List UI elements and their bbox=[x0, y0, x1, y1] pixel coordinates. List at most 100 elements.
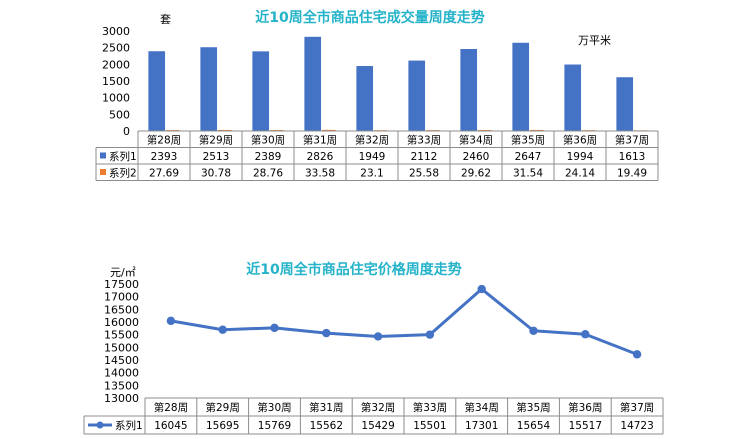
x-category-label: 第37周 bbox=[615, 134, 649, 147]
table-value-cell: 33.58 bbox=[305, 168, 335, 180]
x-category-label: 第35周 bbox=[511, 134, 545, 147]
left-unit-label: 元/㎡ bbox=[110, 266, 136, 279]
right-unit-label: 万平米 bbox=[578, 34, 611, 47]
series1-point bbox=[373, 332, 383, 341]
y-tick-label: 2500 bbox=[102, 42, 130, 55]
chart-title: 近10周全市商品住宅成交量周度走势 bbox=[255, 9, 484, 26]
table-value-cell: 2513 bbox=[203, 151, 230, 163]
table-value-cell: 1949 bbox=[359, 151, 386, 163]
series1-point bbox=[581, 330, 590, 339]
table-value-cell: 15429 bbox=[361, 420, 394, 432]
bar-series1 bbox=[564, 64, 582, 131]
table-value-cell: 2112 bbox=[411, 151, 438, 163]
y-tick-label: 14500 bbox=[104, 354, 139, 367]
x-category-label: 第30周 bbox=[251, 134, 285, 147]
x-category-label: 第36周 bbox=[568, 401, 602, 414]
table-value-cell: 27.69 bbox=[149, 168, 179, 180]
bar-series2 bbox=[218, 129, 232, 131]
y-tick-label: 0 bbox=[123, 125, 130, 138]
table-value-cell: 14723 bbox=[620, 420, 653, 432]
y-tick-label: 17000 bbox=[104, 291, 139, 304]
bar-series1 bbox=[148, 51, 166, 131]
series1-point bbox=[322, 328, 331, 338]
y-tick-label: 15000 bbox=[104, 341, 139, 354]
bar-series2 bbox=[530, 129, 544, 131]
table-value-cell: 2389 bbox=[255, 151, 282, 163]
y-tick-label: 1000 bbox=[102, 92, 130, 105]
table-value-cell: 24.14 bbox=[565, 168, 595, 180]
table-value-cell: 2826 bbox=[307, 151, 334, 163]
series1-point bbox=[218, 325, 227, 334]
table-value-cell: 15769 bbox=[258, 420, 291, 432]
bar-series1 bbox=[252, 51, 270, 131]
y-tick-label: 16500 bbox=[104, 303, 139, 316]
y-tick-label: 500 bbox=[109, 108, 130, 121]
series1-point bbox=[270, 323, 279, 333]
table-value-cell: 19.49 bbox=[617, 168, 647, 180]
table-value-cell: 17301 bbox=[465, 420, 498, 432]
table-value-cell: 31.54 bbox=[513, 168, 543, 180]
legend-swatch bbox=[100, 152, 106, 159]
y-tick-label: 13500 bbox=[104, 379, 139, 392]
x-category-label: 第34周 bbox=[465, 401, 499, 414]
x-category-label: 第37周 bbox=[620, 401, 654, 414]
x-category-label: 第32周 bbox=[355, 134, 389, 147]
series1-point bbox=[425, 330, 435, 339]
x-category-label: 第28周 bbox=[154, 401, 188, 414]
bar-series1 bbox=[200, 47, 218, 131]
series1-point bbox=[477, 284, 486, 294]
legend-swatch bbox=[100, 169, 106, 175]
table-value-cell: 15654 bbox=[517, 420, 551, 432]
y-tick-label: 16000 bbox=[104, 316, 139, 329]
table-value-cell: 15562 bbox=[310, 420, 343, 432]
legend-series-name: 系列2 bbox=[109, 167, 137, 180]
legend-series-name: 系列1 bbox=[109, 150, 137, 163]
x-category-label: 第35周 bbox=[516, 401, 550, 414]
x-category-label: 第29周 bbox=[206, 401, 240, 414]
bar-series1 bbox=[304, 36, 322, 131]
x-category-label: 第31周 bbox=[309, 401, 343, 414]
bar-series2 bbox=[322, 129, 336, 131]
table-value-cell: 25.58 bbox=[409, 168, 439, 180]
table-value-cell: 28.76 bbox=[253, 168, 283, 180]
y-tick-label: 2000 bbox=[102, 58, 130, 71]
table-value-cell: 16045 bbox=[154, 420, 187, 432]
series1-line bbox=[170, 287, 638, 356]
table-value-cell: 2393 bbox=[151, 151, 178, 163]
table-value-cell: 1994 bbox=[567, 151, 594, 163]
table-value-cell: 1613 bbox=[619, 151, 646, 163]
x-category-label: 第28周 bbox=[147, 134, 181, 147]
table-value-cell: 29.62 bbox=[461, 168, 491, 180]
bar-series1 bbox=[356, 66, 374, 131]
x-category-label: 第33周 bbox=[407, 134, 441, 147]
table-value-cell: 23.1 bbox=[360, 168, 383, 180]
legend-point-marker bbox=[96, 421, 104, 429]
price-line-chart: 近10周全市商品住宅价格周度走势元/㎡130001350014000145001… bbox=[83, 261, 664, 435]
legend-series-name: 系列1 bbox=[115, 419, 143, 432]
y-tick-label: 14000 bbox=[104, 367, 139, 380]
table-value-cell: 15517 bbox=[569, 420, 602, 432]
table-value-cell: 15695 bbox=[206, 420, 239, 432]
x-category-label: 第29周 bbox=[199, 134, 233, 147]
x-category-label: 第31周 bbox=[303, 134, 337, 147]
y-tick-label: 15500 bbox=[104, 329, 139, 342]
x-category-label: 第30周 bbox=[257, 401, 291, 414]
x-category-label: 第36周 bbox=[563, 134, 597, 147]
series1-point bbox=[166, 316, 176, 326]
bar-series1 bbox=[512, 42, 530, 132]
chart-title: 近10周全市商品住宅价格周度走势 bbox=[246, 261, 461, 278]
table-value-cell: 30.78 bbox=[201, 168, 231, 180]
bar-series1 bbox=[460, 49, 478, 131]
y-tick-label: 13000 bbox=[104, 392, 139, 405]
bar-series1 bbox=[408, 60, 426, 131]
y-tick-label: 1500 bbox=[102, 75, 130, 88]
table-value-cell: 15501 bbox=[413, 420, 446, 432]
table-value-cell: 2647 bbox=[515, 151, 542, 163]
bar-series1 bbox=[616, 77, 634, 131]
table-value-cell: 2460 bbox=[463, 151, 490, 163]
y-tick-label: 3000 bbox=[102, 25, 130, 38]
x-category-label: 第32周 bbox=[361, 401, 395, 414]
y-tick-label: 17500 bbox=[104, 278, 139, 291]
